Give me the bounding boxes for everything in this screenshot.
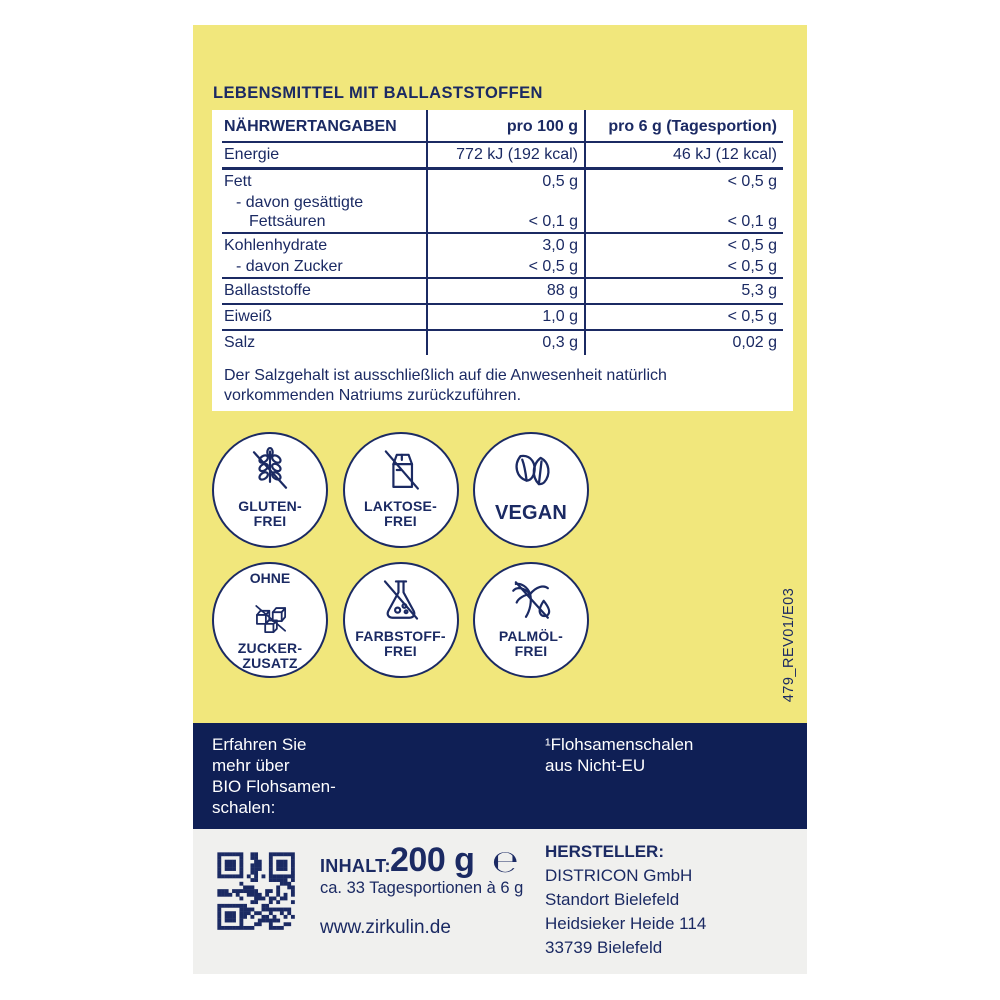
- footer-panel: [193, 829, 807, 974]
- nutrition-table-box: NÄHRWERTANGABEN pro 100 g pro 6 g (Tages…: [212, 110, 793, 411]
- nutrition-row: Fett 0,5 g < 0,5 g: [222, 168, 783, 194]
- nutrition-cell: Kohlenhydrate: [224, 237, 328, 254]
- nutrition-cell: Eiweiß: [222, 304, 427, 331]
- nutrition-cell: < 0,5 g: [426, 258, 585, 279]
- portions-text: ca. 33 Tagesportionen à 6 g: [320, 879, 524, 897]
- text-line: Erfahren Sie: [212, 735, 307, 754]
- info-band: [193, 723, 807, 829]
- nutrition-row: Salz 0,3 g 0,02 g: [222, 330, 783, 355]
- nutrition-cell: 88 g: [426, 278, 585, 305]
- nutrition-row: Energie 772 kJ (192 kcal) 46 kJ (12 kcal): [222, 142, 783, 170]
- badge-ohne-zuckerzusatz: OHNE ZUCKER- ZUSATZ: [212, 562, 328, 678]
- manufacturer-lines: DISTRICON GmbH Standort Bielefeld Heidsiek…: [545, 864, 706, 960]
- flask-crossed-icon: [374, 573, 428, 627]
- nutrition-cell: 0,5 g: [426, 168, 585, 194]
- badge-label: PALMÖL- FREI: [498, 628, 564, 659]
- badge-laktose-frei: LAKTOSE- FREI: [342, 432, 459, 548]
- text-line: Heidsieker Heide 114: [545, 914, 707, 933]
- qr-code: [217, 852, 295, 930]
- text-line: DISTRICON GmbH: [545, 866, 693, 885]
- nutrition-table: NÄHRWERTANGABEN pro 100 g pro 6 g (Tages…: [222, 110, 783, 355]
- badge-label: ZUCKER- ZUSATZ: [237, 640, 303, 671]
- info-band-right-text: ¹Flohsamenschalen aus Nicht-EU: [545, 734, 693, 776]
- col-header-per100: pro 100 g: [426, 110, 585, 143]
- nutrition-cell: Salz: [224, 334, 256, 351]
- nutrition-cell: < 0,5 g: [584, 304, 783, 331]
- nutrition-row: - davon gesättigte: [222, 194, 783, 213]
- nutrition-cell: 5,3 g: [584, 278, 783, 305]
- nutrition-header-row: NÄHRWERTANGABEN pro 100 g pro 6 g (Tages…: [222, 110, 783, 143]
- badge-top-label: OHNE: [249, 570, 291, 586]
- website-text: www.zirkulin.de: [320, 917, 451, 938]
- info-band-left-text: Erfahren Sie mehr über BIO Flohsamen-schal…: [212, 734, 336, 818]
- nutrition-table-body: Energie 772 kJ (192 kcal) 46 kJ (12 kcal) F…: [222, 142, 783, 355]
- wheat-crossed-icon: [243, 443, 297, 497]
- badge-palmoel-frei: PALMÖL- FREI: [473, 562, 589, 678]
- nutrition-cell: 3,0 g: [426, 233, 585, 258]
- nutrition-cell: Energie: [222, 142, 427, 170]
- nutrition-cell: 46 kJ (12 kcal): [584, 142, 783, 170]
- nutrition-cell: 0,3 g: [426, 330, 585, 355]
- nutrition-row: Fettsäuren < 0,1 g < 0,1 g: [222, 213, 783, 234]
- nutrition-cell: Fettsäuren: [222, 213, 427, 234]
- nutrition-cell: - davon gesättigte: [236, 194, 364, 211]
- nutrition-cell: - davon Zucker: [222, 258, 427, 279]
- milk-carton-crossed-icon: [374, 443, 428, 497]
- nutrition-cell: Ballaststoffe: [222, 278, 427, 305]
- revision-code: 479_REV01/E03: [781, 587, 797, 703]
- nutrition-cell: < 0,5 g: [584, 233, 783, 258]
- nutrition-row: Kohlenhydrate 3,0 g < 0,5 g: [222, 233, 783, 258]
- nutrition-cell: < 0,5 g: [584, 258, 783, 279]
- nutrition-cell: 0,02 g: [584, 330, 783, 355]
- badge-gluten-frei: GLUTEN- FREI: [212, 432, 328, 548]
- text-line: aus Nicht-EU: [545, 756, 646, 775]
- badge-label: GLUTEN- FREI: [238, 498, 302, 529]
- nutrition-cell: [426, 194, 585, 213]
- manufacturer-block: HERSTELLER: DISTRICON GmbH Standort Biele…: [545, 840, 706, 960]
- leaves-icon: [503, 443, 559, 499]
- nutrition-row: Ballaststoffe 88 g 5,3 g: [222, 278, 783, 305]
- text-line: schalen:: [212, 798, 276, 817]
- nutrition-row: Eiweiß 1,0 g < 0,5 g: [222, 304, 783, 331]
- nutrition-cell: Fett: [224, 173, 252, 190]
- content-amount: 200 g: [390, 841, 475, 879]
- badge-vegan: VEGAN: [473, 432, 589, 548]
- nutrition-row: - davon Zucker < 0,5 g < 0,5 g: [222, 258, 783, 279]
- col-header-nutrients: NÄHRWERTANGABEN: [222, 110, 427, 143]
- text-line: mehr über: [212, 756, 290, 775]
- nutrition-cell: < 0,1 g: [584, 213, 783, 234]
- sugar-cubes-crossed-icon: [248, 595, 292, 639]
- badge-farbstoff-frei: FARBSTOFF- FREI: [342, 562, 459, 678]
- manufacturer-label: HERSTELLER:: [545, 842, 664, 861]
- badge-label: VEGAN: [494, 502, 568, 524]
- nutrition-cell: < 0,5 g: [584, 168, 783, 194]
- nutrition-cell: 772 kJ (192 kcal): [426, 142, 585, 170]
- text-line: ¹Flohsamenschalen: [545, 735, 694, 754]
- text-line: Standort Bielefeld: [545, 890, 680, 909]
- text-line: BIO Flohsamen-: [212, 777, 336, 796]
- nutrition-cell: 1,0 g: [426, 304, 585, 331]
- badge-label: FARBSTOFF- FREI: [355, 628, 446, 659]
- estimated-sign-icon: ℮: [492, 844, 519, 880]
- text-line: 33739 Bielefeld: [545, 938, 663, 957]
- nutrition-cell: [584, 194, 783, 213]
- col-header-per6: pro 6 g (Tagesportion): [584, 110, 783, 143]
- nutrition-cell: < 0,1 g: [426, 213, 585, 234]
- salt-note: Der Salzgehalt ist ausschließlich auf di…: [224, 367, 667, 405]
- content-label: INHALT:: [320, 856, 391, 876]
- palm-crossed-icon: [504, 573, 558, 627]
- page-title: LEBENSMITTEL MIT BALLASTSTOFFEN: [213, 84, 543, 102]
- badge-label: LAKTOSE- FREI: [364, 498, 437, 529]
